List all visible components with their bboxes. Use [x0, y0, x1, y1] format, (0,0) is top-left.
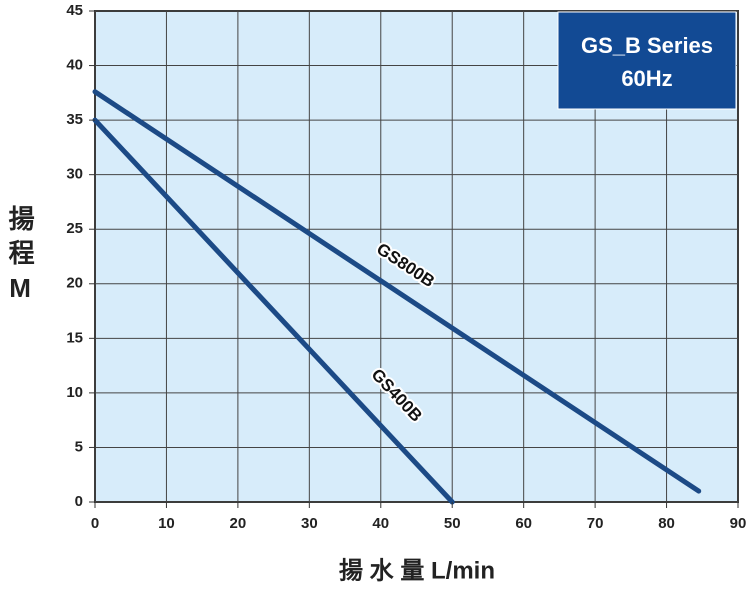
- y-tick-label: 25: [66, 220, 83, 237]
- series-line: [92, 117, 455, 505]
- y-tick-label: 15: [66, 329, 83, 346]
- x-tick-label: 80: [658, 515, 675, 532]
- x-tick-label: 0: [91, 515, 99, 532]
- y-tick-label: 45: [66, 2, 83, 19]
- x-tick-label: 70: [587, 515, 604, 532]
- x-tick-label: 10: [158, 515, 175, 532]
- chart-title: GS_B Series: [581, 33, 713, 58]
- chart-subtitle: 60Hz: [621, 66, 672, 91]
- x-tick-label: 50: [444, 515, 461, 532]
- series-line: [92, 89, 702, 494]
- y-axis-label: 揚程M: [5, 205, 35, 311]
- x-tick-label: 30: [301, 515, 318, 532]
- y-tick-label: 10: [66, 384, 83, 401]
- y-tick-label: 40: [66, 57, 83, 74]
- x-tick-label: 40: [372, 515, 389, 532]
- x-axis-label: 揚 水 量 L/min: [339, 556, 495, 584]
- y-tick-label: 30: [66, 166, 83, 183]
- y-tick-label: 5: [75, 438, 83, 455]
- y-tick-label: 20: [66, 275, 83, 292]
- x-tick-label: 90: [730, 515, 747, 532]
- x-tick-label: 60: [515, 515, 532, 532]
- x-tick-label: 20: [230, 515, 247, 532]
- title-box: [557, 11, 737, 110]
- y-tick-label: 35: [66, 111, 83, 128]
- y-tick-label: 0: [75, 493, 83, 510]
